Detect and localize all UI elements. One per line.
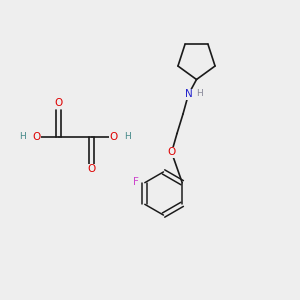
Text: O: O xyxy=(87,164,96,175)
Text: H: H xyxy=(196,89,203,98)
Text: H: H xyxy=(19,132,26,141)
Text: O: O xyxy=(110,131,118,142)
Text: H: H xyxy=(124,132,131,141)
Text: O: O xyxy=(54,98,63,109)
Text: F: F xyxy=(133,177,139,187)
Text: O: O xyxy=(32,131,41,142)
Text: O: O xyxy=(167,147,176,158)
Text: N: N xyxy=(184,89,192,100)
